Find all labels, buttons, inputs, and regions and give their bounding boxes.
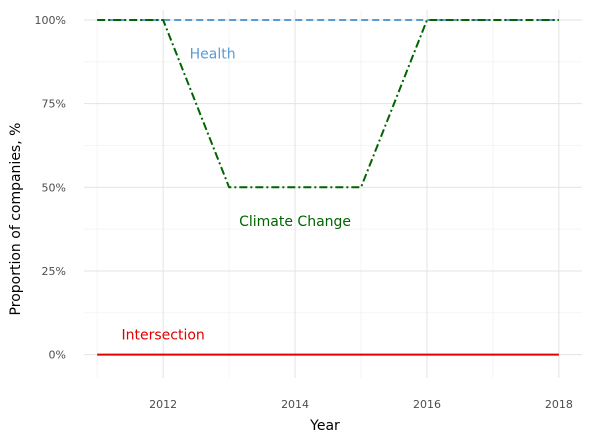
y-tick-label: 50% [42,181,66,194]
x-axis-title: Year [309,418,340,434]
x-tick-label: 2018 [545,398,573,411]
y-tick-label: 75% [42,98,66,111]
y-tick-label: 0% [49,349,66,362]
series-label-climate-change: Climate Change [239,214,351,230]
y-tick-label: 25% [42,265,66,278]
x-tick-label: 2016 [413,398,441,411]
series-label-intersection: Intersection [122,328,205,344]
series-label-health: Health [190,47,236,63]
y-tick-label: 100% [35,14,66,27]
x-tick-label: 2012 [149,398,177,411]
y-axis-title: Proportion of companies, % [8,123,24,316]
x-tick-label: 2014 [281,398,309,411]
